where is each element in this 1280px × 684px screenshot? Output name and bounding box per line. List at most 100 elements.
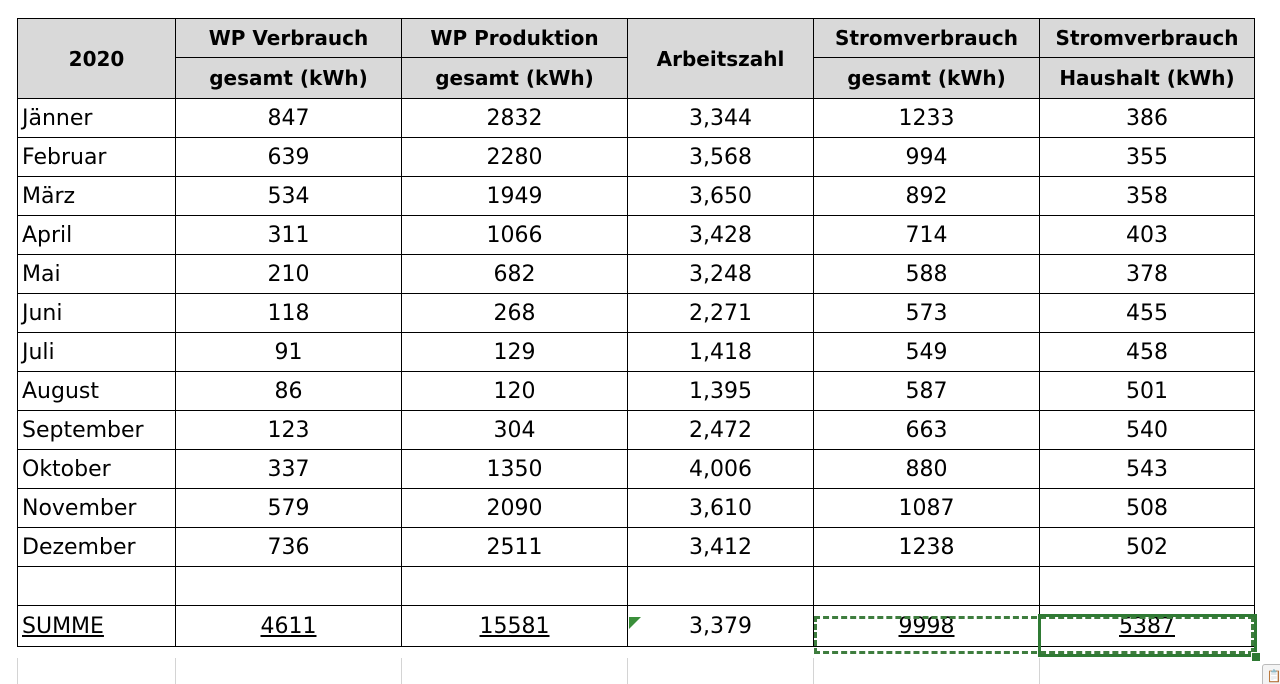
strom-gesamt-cell[interactable]: 549 <box>813 332 1040 372</box>
month-cell[interactable]: November <box>17 488 176 528</box>
empty-cell[interactable] <box>175 566 402 606</box>
strom-gesamt-cell[interactable]: 588 <box>813 254 1040 294</box>
arbeitszahl-cell[interactable]: 3,412 <box>627 527 814 567</box>
wp-verbrauch-cell[interactable]: 337 <box>175 449 402 489</box>
wp-verbrauch-cell[interactable]: 534 <box>175 176 402 216</box>
summary-strom-haushalt-cell[interactable]: 5387 <box>1039 605 1255 647</box>
strom-gesamt-cell[interactable]: 663 <box>813 410 1040 450</box>
wp-produktion-cell[interactable]: 1949 <box>401 176 628 216</box>
arbeitszahl-cell[interactable]: 2,472 <box>627 410 814 450</box>
strom-haushalt-cell[interactable]: 386 <box>1039 98 1255 138</box>
header-strom-haushalt-line2[interactable]: Haushalt (kWh) <box>1039 57 1255 99</box>
strom-haushalt-cell[interactable]: 355 <box>1039 137 1255 177</box>
arbeitszahl-cell[interactable]: 3,650 <box>627 176 814 216</box>
header-strom-haushalt-line1[interactable]: Stromverbrauch <box>1039 18 1255 58</box>
empty-cell[interactable] <box>1039 566 1255 606</box>
month-cell[interactable]: Oktober <box>17 449 176 489</box>
wp-produktion-cell[interactable]: 304 <box>401 410 628 450</box>
wp-produktion-cell[interactable]: 129 <box>401 332 628 372</box>
summary-strom-gesamt-cell[interactable]: 9998 <box>813 605 1040 647</box>
month-cell[interactable]: März <box>17 176 176 216</box>
strom-haushalt-cell[interactable]: 508 <box>1039 488 1255 528</box>
month-cell[interactable]: Juni <box>17 293 176 333</box>
wp-produktion-cell[interactable]: 2511 <box>401 527 628 567</box>
strom-haushalt-cell[interactable]: 502 <box>1039 527 1255 567</box>
header-wp-verbrauch-line2[interactable]: gesamt (kWh) <box>175 57 402 99</box>
wp-verbrauch-cell[interactable]: 639 <box>175 137 402 177</box>
header-strom-gesamt-line2[interactable]: gesamt (kWh) <box>813 57 1040 99</box>
wp-produktion-cell[interactable]: 2090 <box>401 488 628 528</box>
wp-produktion-cell[interactable]: 1066 <box>401 215 628 255</box>
summary-wp-verbrauch-cell[interactable]: 4611 <box>175 605 402 647</box>
wp-verbrauch-cell[interactable]: 579 <box>175 488 402 528</box>
wp-verbrauch-cell[interactable]: 847 <box>175 98 402 138</box>
header-wp-produktion-line1[interactable]: WP Produktion <box>401 18 628 58</box>
wp-verbrauch-cell[interactable]: 91 <box>175 332 402 372</box>
summary-wp-produktion-cell[interactable]: 15581 <box>401 605 628 647</box>
strom-haushalt-cell[interactable]: 455 <box>1039 293 1255 333</box>
strom-haushalt-cell[interactable]: 458 <box>1039 332 1255 372</box>
strom-gesamt-cell[interactable]: 880 <box>813 449 1040 489</box>
strom-gesamt-cell[interactable]: 573 <box>813 293 1040 333</box>
strom-haushalt-cell[interactable]: 540 <box>1039 410 1255 450</box>
error-indicator-icon[interactable] <box>629 617 641 629</box>
header-year[interactable]: 2020 <box>17 18 176 99</box>
arbeitszahl-cell[interactable]: 1,418 <box>627 332 814 372</box>
strom-gesamt-cell[interactable]: 994 <box>813 137 1040 177</box>
wp-produktion-cell[interactable]: 2832 <box>401 98 628 138</box>
month-cell[interactable]: Februar <box>17 137 176 177</box>
wp-verbrauch-cell[interactable]: 118 <box>175 293 402 333</box>
empty-cell[interactable] <box>401 566 628 606</box>
month-cell[interactable]: September <box>17 410 176 450</box>
empty-cell[interactable] <box>17 566 176 606</box>
arbeitszahl-cell[interactable]: 3,610 <box>627 488 814 528</box>
month-cell[interactable]: Jänner <box>17 98 176 138</box>
strom-haushalt-cell[interactable]: 501 <box>1039 371 1255 411</box>
month-cell[interactable]: April <box>17 215 176 255</box>
strom-haushalt-cell[interactable]: 358 <box>1039 176 1255 216</box>
wp-verbrauch-cell[interactable]: 210 <box>175 254 402 294</box>
month-cell[interactable]: Mai <box>17 254 176 294</box>
strom-haushalt-cell[interactable]: 543 <box>1039 449 1255 489</box>
strom-gesamt-cell[interactable]: 1238 <box>813 527 1040 567</box>
strom-haushalt-cell[interactable]: 403 <box>1039 215 1255 255</box>
arbeitszahl-cell[interactable]: 3,428 <box>627 215 814 255</box>
wp-verbrauch-cell[interactable]: 86 <box>175 371 402 411</box>
header-arbeitszahl[interactable]: Arbeitszahl <box>627 18 814 99</box>
strom-gesamt-cell[interactable]: 892 <box>813 176 1040 216</box>
header-wp-produktion-line2[interactable]: gesamt (kWh) <box>401 57 628 99</box>
strom-haushalt-cell[interactable]: 378 <box>1039 254 1255 294</box>
strom-gesamt-cell[interactable]: 1233 <box>813 98 1040 138</box>
strom-gesamt-cell[interactable]: 587 <box>813 371 1040 411</box>
wp-produktion-cell[interactable]: 2280 <box>401 137 628 177</box>
arbeitszahl-cell[interactable]: 2,271 <box>627 293 814 333</box>
arbeitszahl-cell[interactable]: 1,395 <box>627 371 814 411</box>
wp-produktion-cell[interactable]: 1350 <box>401 449 628 489</box>
wp-produktion-cell[interactable]: 682 <box>401 254 628 294</box>
arbeitszahl-cell[interactable]: 3,568 <box>627 137 814 177</box>
arbeitszahl-cell[interactable]: 4,006 <box>627 449 814 489</box>
wp-produktion-cell[interactable]: 268 <box>401 293 628 333</box>
month-cell[interactable]: August <box>17 371 176 411</box>
arbeitszahl-cell[interactable]: 3,248 <box>627 254 814 294</box>
paste-options-icon[interactable]: 📋 <box>1262 664 1280 684</box>
wp-verbrauch-cell[interactable]: 123 <box>175 410 402 450</box>
month-cell[interactable]: Juli <box>17 332 176 372</box>
header-strom-gesamt-line1[interactable]: Stromverbrauch <box>813 18 1040 58</box>
empty-cell[interactable] <box>627 566 814 606</box>
wp-produktion-cell[interactable]: 120 <box>401 371 628 411</box>
summary-arbeitszahl-cell[interactable]: 3,379 <box>627 605 814 647</box>
month-cell[interactable]: Dezember <box>17 527 176 567</box>
fill-handle[interactable] <box>1251 652 1261 662</box>
strom-gesamt-cell[interactable]: 714 <box>813 215 1040 255</box>
wp-verbrauch-cell[interactable]: 736 <box>175 527 402 567</box>
strom-gesamt-cell[interactable]: 1087 <box>813 488 1040 528</box>
header-wp-verbrauch-line1[interactable]: WP Verbrauch <box>175 18 402 58</box>
table-row: September 123 304 2,472 663 540 <box>17 410 1255 450</box>
gridline <box>813 658 814 684</box>
table-row: Juli 91 129 1,418 549 458 <box>17 332 1255 372</box>
arbeitszahl-cell[interactable]: 3,344 <box>627 98 814 138</box>
empty-cell[interactable] <box>813 566 1040 606</box>
summary-label-cell[interactable]: SUMME <box>17 605 176 647</box>
wp-verbrauch-cell[interactable]: 311 <box>175 215 402 255</box>
